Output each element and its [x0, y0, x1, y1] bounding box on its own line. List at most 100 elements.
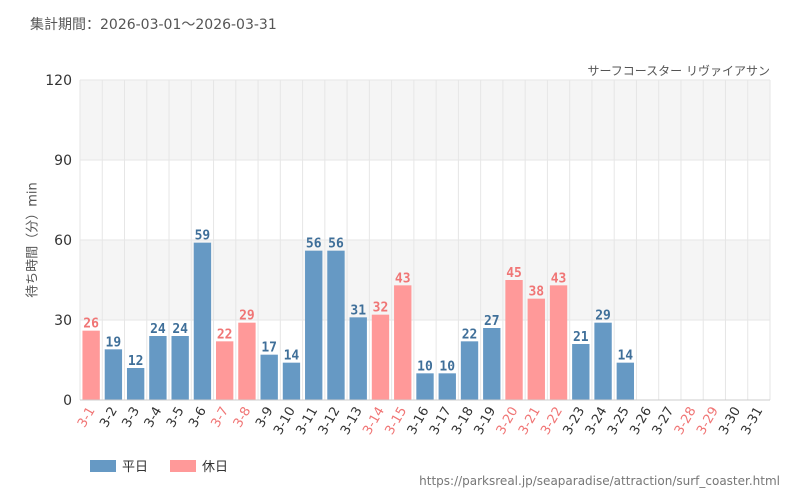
bar-3-5	[171, 336, 189, 400]
period-end: 2026-03-31	[195, 17, 277, 33]
legend-swatch-holiday	[170, 459, 197, 472]
legend-swatch-weekday	[90, 459, 116, 472]
x-tick-label-3-10: 3-10	[271, 405, 299, 438]
x-tick-label-3-25: 3-25	[605, 405, 633, 438]
period-header: 集計期間：2026-03-01〜2026-03-31	[30, 14, 277, 34]
x-tick-label-3-16: 3-16	[405, 405, 433, 438]
x-tick-label-3-12: 3-12	[316, 405, 344, 438]
data-label-3-12: 56	[328, 237, 344, 252]
bar-3-1	[82, 330, 100, 400]
x-tick-label-3-17: 3-17	[427, 405, 455, 438]
bar-3-19	[483, 328, 501, 400]
data-label-3-8: 29	[239, 309, 255, 324]
bar-3-21	[527, 298, 545, 400]
bar-3-9	[260, 354, 278, 400]
data-label-3-6: 59	[195, 229, 211, 244]
y-tick-label: 90	[54, 153, 72, 169]
data-label-3-10: 14	[284, 349, 300, 364]
bar-3-8	[238, 322, 256, 400]
data-label-3-9: 17	[261, 341, 277, 356]
x-tick-label-3-30: 3-30	[716, 405, 744, 438]
data-label-3-1: 26	[83, 317, 99, 332]
x-tick-label-3-21: 3-21	[516, 405, 544, 438]
bar-3-23	[572, 344, 590, 400]
x-tick-label-3-4: 3-4	[142, 405, 166, 431]
bar-3-16	[416, 373, 434, 400]
x-tick-label-3-22: 3-22	[538, 405, 566, 438]
bar-3-13	[349, 317, 367, 400]
bar-3-10	[282, 362, 301, 400]
data-label-3-21: 38	[528, 285, 544, 300]
legend: 平日 休日	[90, 456, 250, 475]
bar-3-25	[616, 362, 635, 400]
data-label-3-19: 27	[484, 314, 500, 329]
y-tick-label: 30	[54, 313, 72, 329]
data-label-3-7: 22	[217, 327, 233, 342]
data-label-3-2: 19	[106, 335, 122, 350]
x-tick-label-3-18: 3-18	[449, 405, 477, 438]
bar-3-15	[394, 285, 412, 400]
data-label-3-24: 29	[595, 309, 611, 324]
grid-band	[80, 240, 770, 320]
source-url[interactable]: https://parksreal.jp/seaparadise/attract…	[419, 474, 780, 488]
x-tick-label-3-5: 3-5	[164, 405, 188, 431]
data-label-3-14: 32	[373, 301, 389, 316]
x-tick-label-3-14: 3-14	[360, 405, 388, 438]
x-tick-label-3-27: 3-27	[650, 405, 678, 438]
x-tick-label-3-15: 3-15	[382, 405, 410, 438]
x-tick-label-3-19: 3-19	[471, 404, 499, 437]
data-label-3-3: 12	[128, 354, 144, 369]
bar-3-11	[305, 250, 323, 400]
bar-3-2	[104, 349, 123, 400]
data-label-3-5: 24	[172, 322, 188, 337]
x-tick-label-3-31: 3-31	[739, 405, 767, 438]
x-tick-label-3-26: 3-26	[627, 405, 655, 438]
data-label-3-17: 10	[439, 359, 455, 374]
legend-item-holiday[interactable]: 休日	[170, 456, 228, 475]
x-tick-label-3-2: 3-2	[97, 405, 121, 431]
x-tick-label-3-6: 3-6	[186, 405, 210, 431]
chart-title: サーフコースター リヴァイアサン	[587, 64, 771, 78]
grid-band	[80, 80, 770, 160]
period-label: 集計期間：	[30, 17, 100, 33]
x-tick-label-3-23: 3-23	[561, 405, 589, 438]
x-tick-label-3-7: 3-7	[209, 405, 233, 431]
y-tick-label: 120	[45, 73, 72, 89]
bar-3-20	[505, 280, 523, 400]
x-tick-label-3-11: 3-11	[293, 405, 321, 438]
x-tick-label-3-13: 3-13	[338, 405, 366, 438]
data-label-3-22: 43	[551, 271, 567, 286]
data-label-3-20: 45	[506, 266, 522, 281]
bar-3-6	[193, 242, 212, 400]
bar-3-14	[371, 314, 390, 400]
bar-3-4	[149, 336, 167, 400]
y-tick-label: 60	[54, 233, 72, 249]
period-separator: 〜	[181, 17, 196, 33]
x-tick-label-3-28: 3-28	[672, 405, 700, 438]
data-label-3-4: 24	[150, 322, 166, 337]
x-tick-label-3-8: 3-8	[231, 405, 255, 431]
bar-3-22	[549, 285, 568, 400]
x-tick-label-3-3: 3-3	[120, 405, 144, 431]
data-label-3-18: 22	[462, 327, 478, 342]
x-tick-label-3-20: 3-20	[494, 405, 522, 438]
data-label-3-16: 10	[417, 359, 433, 374]
bar-3-17	[438, 373, 456, 400]
legend-label-weekday: 平日	[122, 460, 149, 475]
data-label-3-15: 43	[395, 271, 411, 286]
data-label-3-25: 14	[617, 349, 633, 364]
data-label-3-13: 31	[350, 303, 366, 318]
data-label-3-23: 21	[573, 330, 589, 345]
bar-3-7	[215, 341, 234, 400]
legend-item-weekday[interactable]: 平日	[90, 456, 148, 475]
period-start: 2026-03-01	[100, 17, 182, 33]
bar-3-24	[594, 322, 612, 400]
x-tick-label-3-24: 3-24	[583, 405, 611, 438]
bar-3-18	[460, 341, 479, 400]
y-tick-label: 0	[63, 393, 72, 409]
x-tick-label-3-29: 3-29	[694, 405, 722, 438]
legend-label-holiday: 休日	[202, 460, 229, 475]
bar-3-3	[126, 368, 145, 400]
bar-3-12	[327, 250, 345, 400]
